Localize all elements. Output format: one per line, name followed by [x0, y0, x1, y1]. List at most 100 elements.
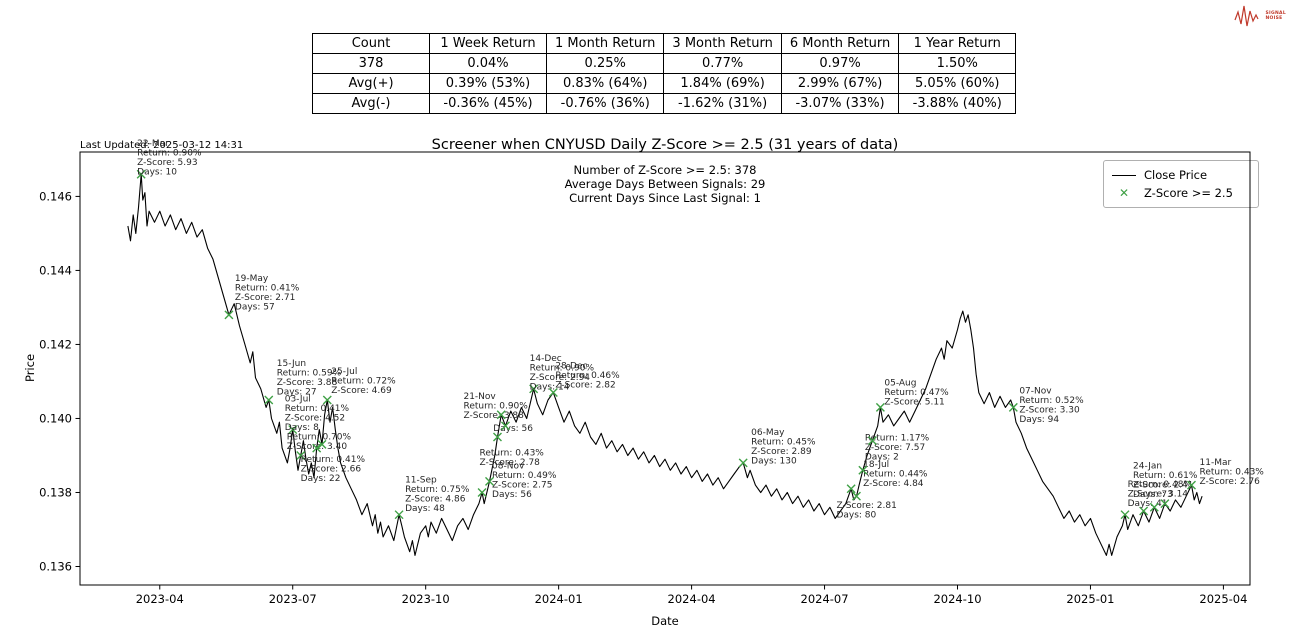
- x-tick-label: 2024-01: [535, 592, 583, 606]
- chart-title: Screener when CNYUSD Daily Z-Score >= 2.…: [431, 137, 899, 153]
- signal-annotation: 25-Jul Return: 0.72% Z-Score: 4.69: [331, 367, 396, 396]
- signal-annotation: 06-May Return: 0.45% Z-Score: 2.89 Days: 13…: [751, 428, 816, 467]
- zscore-signal-marker: [394, 510, 404, 520]
- y-tick-label: 0.140: [39, 411, 72, 425]
- table-cell: -3.07% (33%): [780, 93, 900, 114]
- x-tick-label: 2023-10: [402, 592, 450, 606]
- table-row: 378 0.04% 0.25% 0.77% 0.97% 1.50%: [312, 53, 1017, 74]
- zscore-signal-marker: [1160, 499, 1170, 509]
- signal-annotation: 21-Nov Return: 0.90% Z-Score: 3.88: [463, 392, 528, 421]
- x-tick-label: 2025-01: [1066, 592, 1114, 606]
- table-cell: Avg(-): [312, 93, 430, 114]
- zscore-signal-marker: [224, 310, 234, 320]
- zscore-signal-marker: [1187, 480, 1196, 490]
- signal-annotation: 18-Jul Return: 0.44% Z-Score: 4.84: [863, 460, 928, 489]
- plot-frame: [79, 151, 1251, 586]
- zscore-signal-marker: [477, 487, 487, 497]
- y-tick-label: 0.146: [39, 189, 72, 203]
- zscore-signal-marker: [496, 410, 506, 420]
- signal-noise-logo: SIGNAL NOISE: [1234, 3, 1286, 29]
- legend-close-price: Close Price: [1112, 166, 1250, 184]
- zscore-signal-marker: [1008, 402, 1018, 412]
- zscore-signal-marker: [136, 169, 146, 179]
- table-cell: Avg(+): [312, 73, 430, 94]
- signal-info: Number of Z-Score >= 2.5: 378 Average Da…: [80, 163, 1250, 205]
- table-cell: 2.99% (67%): [780, 73, 900, 94]
- table-cell: 0.83% (64%): [545, 73, 665, 94]
- avg-days-line: Average Days Between Signals: 29: [564, 177, 766, 191]
- table-cell: 0.04%: [429, 53, 547, 74]
- table-cell: 0.97%: [780, 53, 900, 74]
- zscore-signal-marker: [500, 421, 510, 431]
- signal-annotation: Return: 0.48% Z-Score: 3.14 Days: 41: [1128, 480, 1193, 509]
- y-tick-label: 0.144: [39, 263, 72, 277]
- signal-annotation: 07-Nov Return: 0.52% Z-Score: 3.30 Days: 94: [1019, 386, 1084, 425]
- zscore-signal-marker: [312, 443, 322, 453]
- signal-annotation: 14-Dec Return: 0.90% Z-Score: 2.94 Days: 14: [530, 354, 595, 393]
- table-cell: 0.25%: [545, 53, 665, 74]
- table-header-row: Count 1 Week Return 1 Month Return 3 Month …: [312, 33, 1017, 54]
- legend: Close Price ✕ Z-Score >= 2.5: [1103, 160, 1259, 208]
- table-cell: 1.84% (69%): [663, 73, 782, 94]
- last-updated-label: Last Updated: 2025-03-12 14:31: [80, 140, 244, 151]
- y-tick-label: 0.138: [39, 485, 72, 499]
- signal-annotation: Days: 56: [493, 424, 533, 434]
- legend-zscore-label: Z-Score >= 2.5: [1144, 186, 1233, 200]
- x-tick-label: 2024-07: [801, 592, 849, 606]
- zscore-signal-marker: [1149, 502, 1159, 512]
- zscore-signal-marker: [264, 395, 274, 405]
- signal-annotation: 11-Mar Return: 0.43% Z-Score: 2.76: [1200, 458, 1265, 487]
- x-tick-label: 2024-10: [933, 592, 981, 606]
- zscore-signal-marker: [485, 476, 494, 486]
- zscore-signal-marker: [317, 439, 327, 449]
- zscore-signal-marker: [858, 465, 868, 475]
- table-header-cell: 3 Month Return: [663, 33, 782, 54]
- signal-annotation: 03-Jul Return: 0.41% Z-Score: 4.52 Days: 8: [285, 395, 350, 434]
- table-cell: 1.50%: [898, 53, 1017, 74]
- logo-text-top: SIGNAL: [1265, 11, 1286, 16]
- signal-annotation: 15-Jun Return: 0.59% Z-Score: 3.88 Days: 27: [277, 359, 342, 398]
- table-row: Avg(-) -0.36% (45%) -0.76% (36%) -1.62% (31…: [312, 93, 1017, 114]
- legend-zscore: ✕ Z-Score >= 2.5: [1112, 184, 1250, 202]
- zscore-signal-marker: [548, 388, 558, 398]
- table-cell: -3.88% (40%): [898, 93, 1017, 114]
- x-marker-icon: ✕: [1118, 186, 1130, 200]
- signal-annotation: 19-May Return: 0.41% Z-Score: 2.71 Days: 57: [235, 274, 300, 313]
- table-cell: 0.77%: [663, 53, 782, 74]
- signal-annotation: 08-Nov Return: 0.49% Z-Score: 2.75 Days: 56: [492, 461, 557, 500]
- zscore-signal-marker: [288, 425, 298, 435]
- line-swatch-icon: [1112, 174, 1136, 176]
- zscore-signal-marker: [875, 402, 885, 412]
- table-header-cell: 6 Month Return: [780, 33, 900, 54]
- zscore-signal-marker: [1139, 506, 1149, 516]
- table-cell: 378: [312, 53, 430, 74]
- y-tick-label: 0.142: [39, 337, 72, 351]
- table-header-cell: Count: [312, 33, 430, 54]
- signal-annotation: Return: 0.41% Z-Score: 2.66 Days: 22: [301, 455, 366, 484]
- zscore-signal-marker: [738, 458, 748, 468]
- signal-annotation: 24-Jan Return: 0.61% Z-Score: 2.41 Days: 73: [1133, 462, 1198, 501]
- price-chart: 2023-04 2023-07 2023-10 2024-01 2024-04 2024-…: [39, 139, 1265, 606]
- zscore-signal-marker: [1120, 510, 1130, 520]
- signal-annotation: 22-Mar Return: 0.90% Z-Score: 5.93 Days: 10: [137, 139, 202, 178]
- table-header-cell: 1 Week Return: [429, 33, 547, 54]
- table-cell: -0.76% (36%): [545, 93, 665, 114]
- table-cell: -0.36% (45%): [429, 93, 547, 114]
- signal-annotation: 05-Aug Return: 0.47% Z-Score: 5.11: [884, 378, 949, 407]
- signal-annotation: Return: 1.17% Z-Score: 7.57 Days: 2: [865, 433, 930, 462]
- table-cell: -1.62% (31%): [663, 93, 782, 114]
- zscore-signal-marker: [867, 436, 877, 446]
- signal-annotation: Return: 0.43% Z-Score: 2.78: [480, 448, 545, 468]
- days-since-line: Current Days Since Last Signal: 1: [569, 191, 761, 205]
- table-header-cell: 1 Month Return: [545, 33, 665, 54]
- x-axis-label: Date: [651, 614, 679, 628]
- y-tick-label: 0.136: [39, 559, 72, 573]
- waveform-icon: [1234, 5, 1260, 27]
- table-cell: 5.05% (60%): [898, 73, 1017, 94]
- x-tick-label: 2025-04: [1199, 592, 1247, 606]
- returns-table: Count 1 Week Return 1 Month Return 3 Month …: [312, 33, 1017, 114]
- signal-annotation: 11-Sep Return: 0.75% Z-Score: 4.86 Days: 48: [405, 476, 470, 514]
- signal-annotation: Z-Score: 2.81 Days: 80: [836, 501, 896, 520]
- zscore-signal-marker: [529, 384, 539, 394]
